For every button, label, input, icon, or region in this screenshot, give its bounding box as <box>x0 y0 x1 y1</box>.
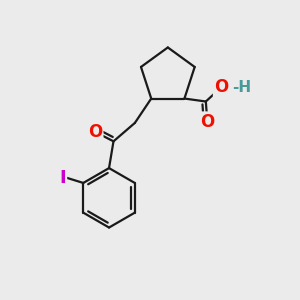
Text: O: O <box>214 78 228 96</box>
Text: O: O <box>88 123 102 141</box>
Text: O: O <box>200 113 214 131</box>
Text: -H: -H <box>232 80 251 95</box>
Text: I: I <box>59 169 66 187</box>
